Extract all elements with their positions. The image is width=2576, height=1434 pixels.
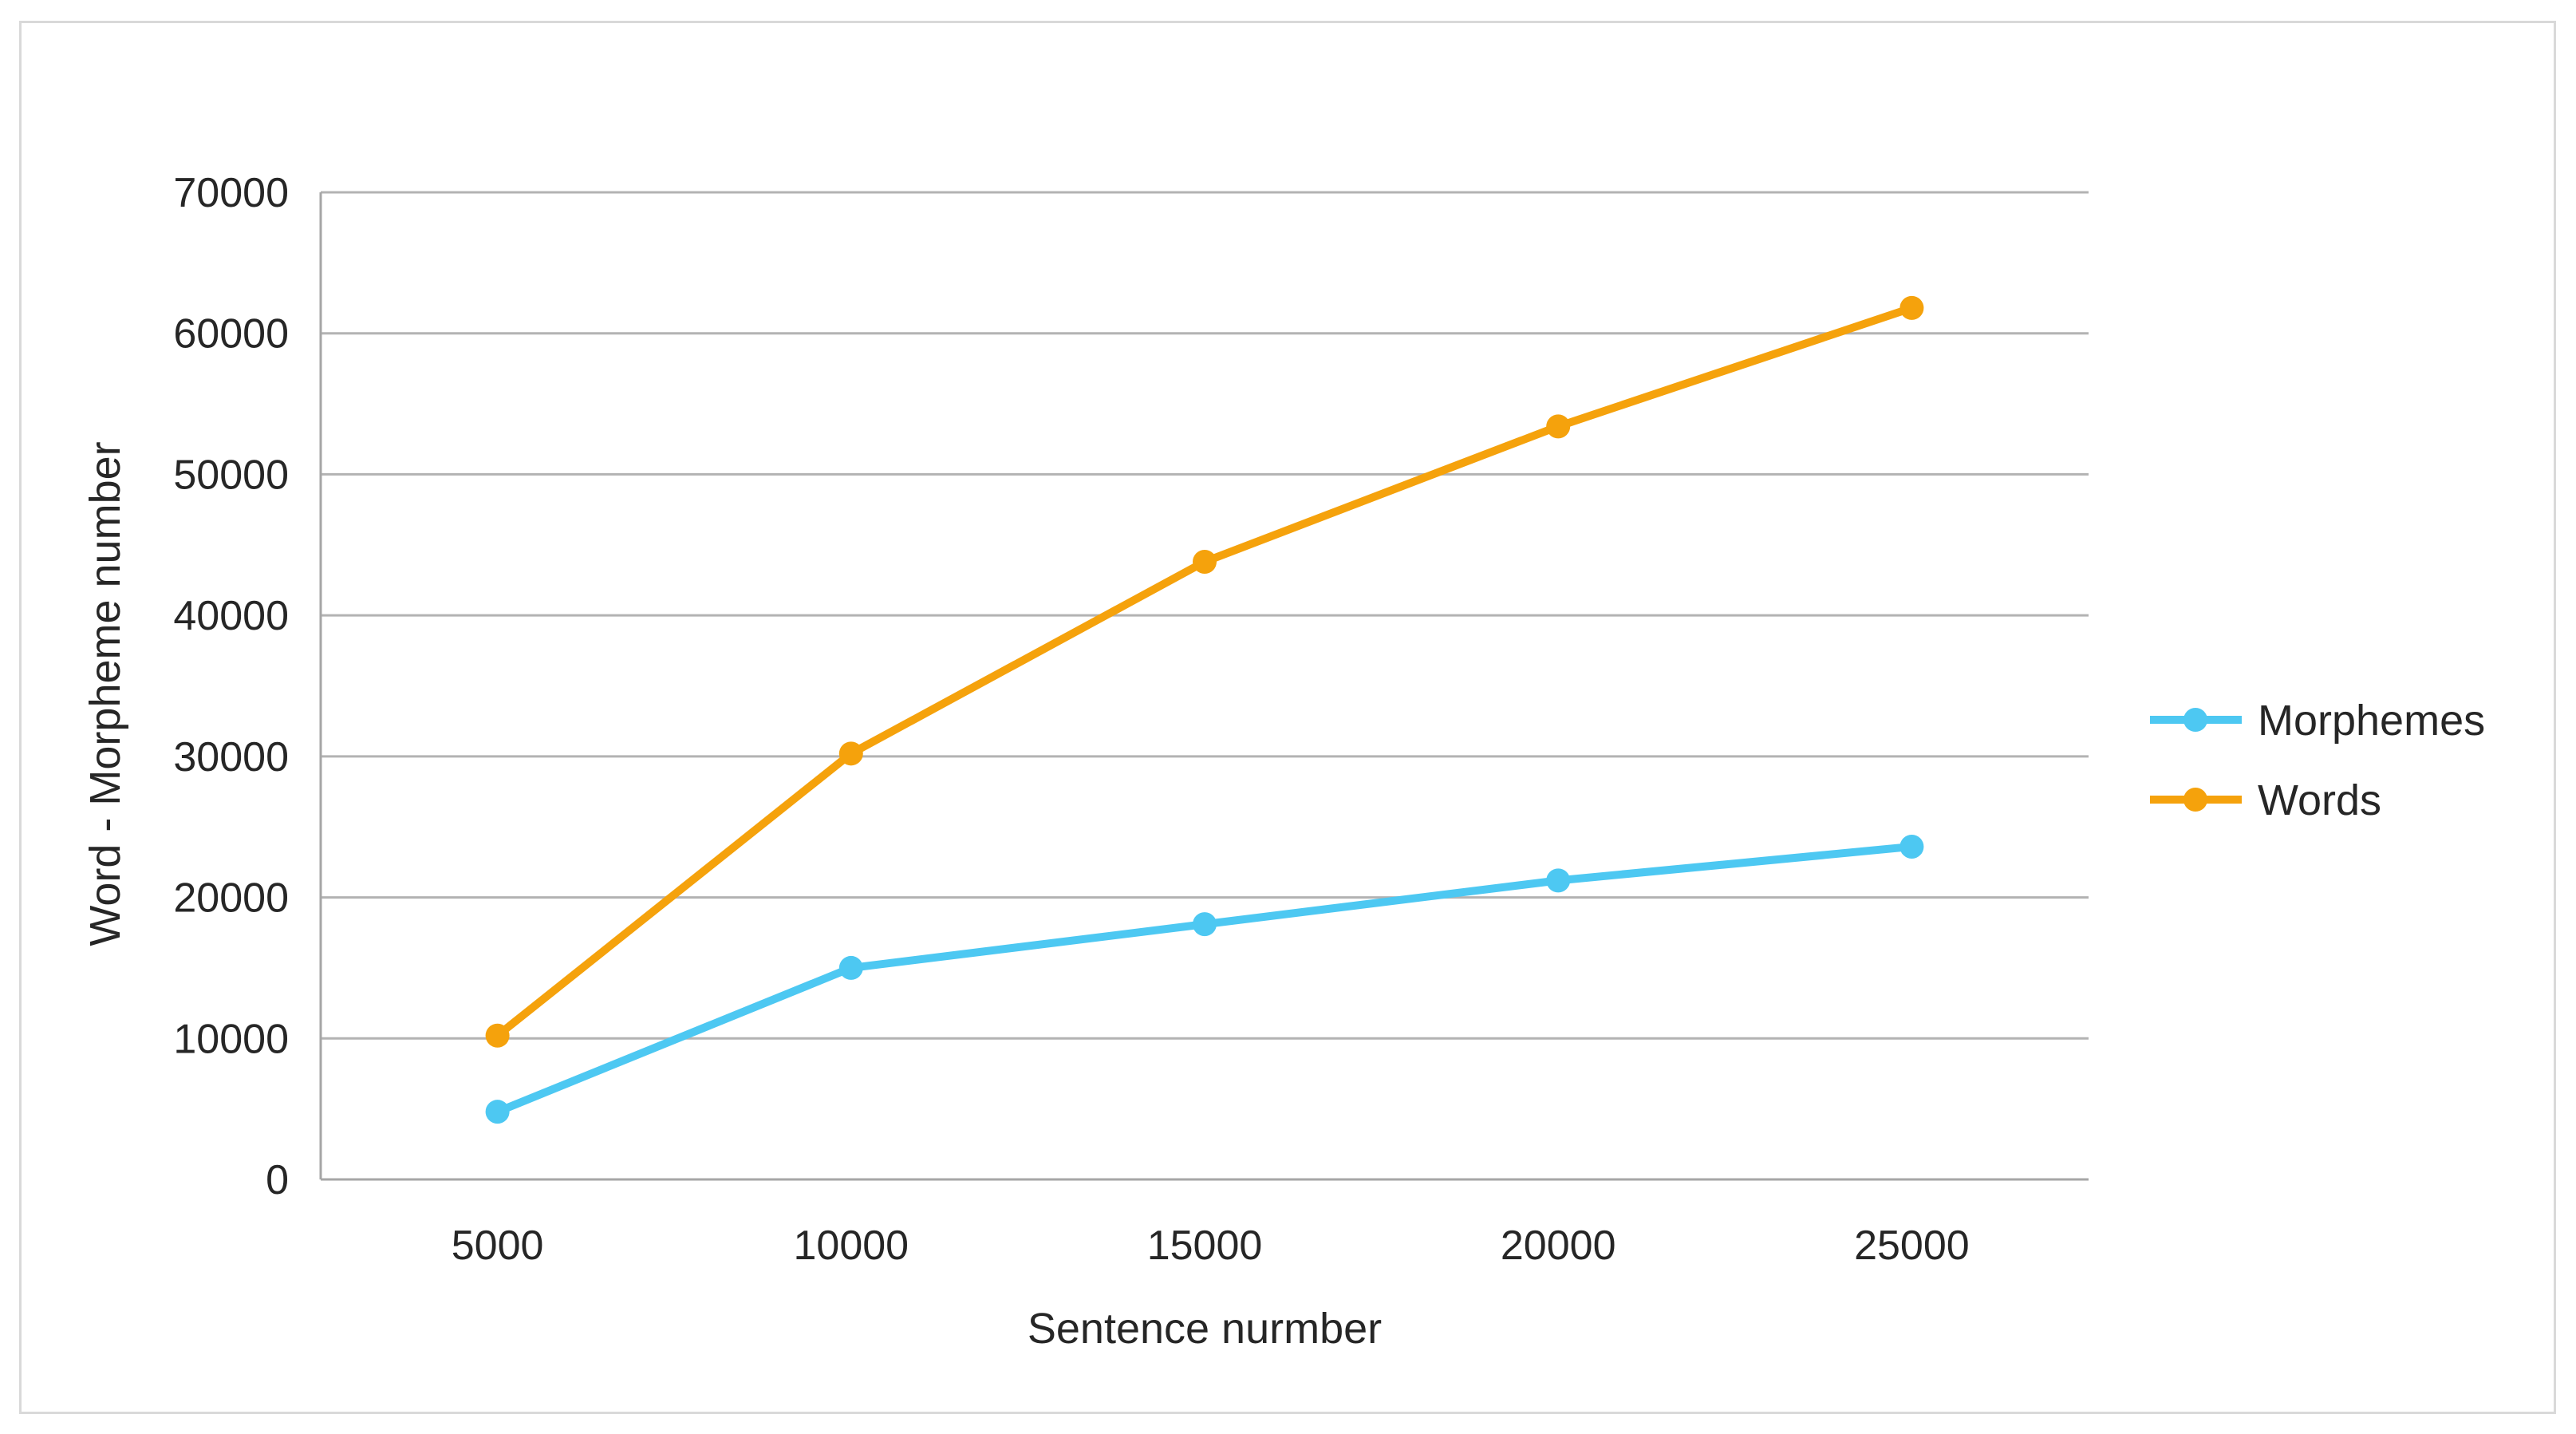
x-tick-label: 5000 — [452, 1223, 544, 1269]
y-tick-label: 10000 — [173, 1016, 289, 1062]
y-tick-labels: 0 10000 20000 30000 40000 50000 60000 70000 — [173, 170, 289, 1203]
data-point-words — [838, 741, 863, 766]
axes — [319, 192, 2089, 1181]
legend: Morphemes Words — [2150, 697, 2485, 824]
series-line-morphemes — [493, 842, 1916, 1116]
x-tick-label: 10000 — [793, 1223, 909, 1269]
data-point-words — [1899, 295, 1924, 320]
x-axis-title: Sentence nurmber — [1028, 1305, 1382, 1353]
chart-frame — [19, 21, 2556, 1414]
data-point-words — [485, 1023, 510, 1048]
x-tick-label: 15000 — [1147, 1223, 1263, 1269]
data-series — [485, 295, 1924, 1124]
data-point-words — [1546, 414, 1571, 439]
y-tick-label: 20000 — [173, 875, 289, 922]
y-tick-label: 60000 — [173, 311, 289, 358]
data-point-morphemes — [1899, 834, 1924, 859]
legend-label-morphemes: Morphemes — [2258, 697, 2485, 745]
data-point-morphemes — [1546, 868, 1571, 893]
legend-marker-words — [2183, 788, 2207, 812]
y-tick-label: 40000 — [173, 593, 289, 639]
y-axis-title: Word - Morpheme number — [81, 441, 129, 946]
y-tick-label: 0 — [266, 1157, 289, 1203]
legend-marker-morphemes — [2183, 708, 2207, 732]
data-point-words — [1193, 549, 1217, 574]
x-tick-label: 25000 — [1854, 1223, 1970, 1269]
y-tick-label: 70000 — [173, 170, 289, 216]
y-tick-label: 30000 — [173, 734, 289, 780]
data-point-morphemes — [485, 1100, 510, 1124]
x-tick-labels: 5000 10000 15000 20000 25000 — [452, 1223, 1970, 1269]
data-point-morphemes — [1193, 912, 1217, 937]
data-point-morphemes — [838, 955, 863, 980]
x-tick-label: 20000 — [1501, 1223, 1616, 1269]
y-tick-label: 50000 — [173, 452, 289, 498]
gridlines — [321, 191, 2089, 1040]
legend-label-words: Words — [2258, 776, 2381, 824]
